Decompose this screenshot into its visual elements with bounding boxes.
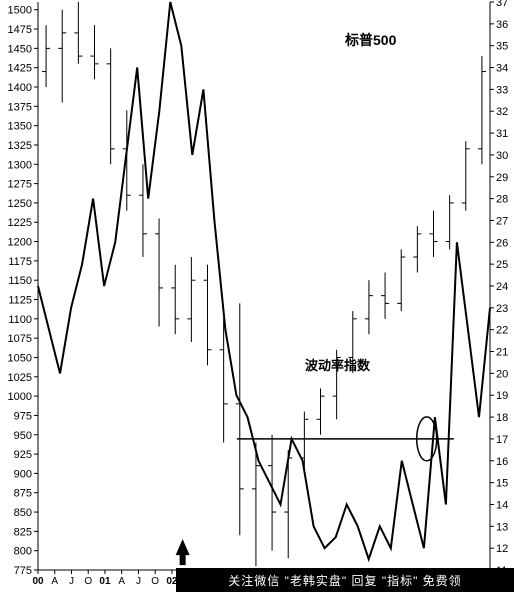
svg-text:1050: 1050: [8, 352, 32, 364]
svg-text:28: 28: [496, 194, 508, 206]
svg-text:00: 00: [32, 576, 44, 587]
svg-text:37: 37: [496, 0, 508, 9]
svg-text:01: 01: [99, 576, 111, 587]
svg-text:1000: 1000: [8, 391, 32, 403]
svg-text:29: 29: [496, 172, 508, 184]
svg-text:A: A: [51, 576, 58, 587]
svg-text:26: 26: [496, 237, 508, 249]
svg-text:36: 36: [496, 19, 508, 31]
svg-text:950: 950: [14, 430, 32, 442]
svg-text:1350: 1350: [8, 121, 32, 133]
svg-text:19: 19: [496, 390, 508, 402]
svg-text:875: 875: [14, 488, 32, 500]
svg-text:1200: 1200: [8, 237, 32, 249]
svg-text:775: 775: [14, 565, 32, 577]
svg-text:25: 25: [496, 259, 508, 271]
banner-text: 关注微信 "老韩实盘" 回复 "指标" 免费领: [228, 572, 461, 589]
svg-text:975: 975: [14, 410, 32, 422]
svg-text:1325: 1325: [8, 140, 32, 152]
svg-text:标普500: 标普500: [344, 32, 397, 48]
svg-text:A: A: [118, 576, 125, 587]
svg-text:J: J: [69, 576, 74, 587]
svg-text:1275: 1275: [8, 179, 32, 191]
svg-text:J: J: [136, 576, 141, 587]
svg-text:18: 18: [496, 412, 508, 424]
promo-banner: 关注微信 "老韩实盘" 回复 "指标" 免费领: [176, 568, 514, 592]
svg-text:33: 33: [496, 84, 508, 96]
svg-text:1500: 1500: [8, 5, 32, 17]
svg-text:1100: 1100: [8, 314, 32, 326]
svg-text:30: 30: [496, 150, 508, 162]
svg-text:24: 24: [496, 281, 508, 293]
svg-text:850: 850: [14, 507, 32, 519]
svg-text:1225: 1225: [8, 217, 32, 229]
svg-text:20: 20: [496, 368, 508, 380]
svg-text:925: 925: [14, 449, 32, 461]
svg-text:O: O: [84, 576, 92, 587]
svg-text:900: 900: [14, 468, 32, 480]
svg-text:800: 800: [14, 546, 32, 558]
svg-text:13: 13: [496, 521, 508, 533]
svg-text:12: 12: [496, 543, 508, 555]
svg-text:1375: 1375: [8, 101, 32, 113]
chart-svg: 775 800 825 850 875 900 925 950 975 1000 1025 1050 1…: [0, 0, 514, 606]
svg-text:1125: 1125: [8, 295, 32, 307]
svg-text:O: O: [151, 576, 159, 587]
svg-text:1250: 1250: [8, 198, 32, 210]
svg-text:23: 23: [496, 303, 508, 315]
svg-text:34: 34: [496, 63, 508, 75]
svg-text:31: 31: [496, 128, 508, 140]
svg-text:1425: 1425: [8, 63, 32, 75]
svg-text:1075: 1075: [8, 333, 32, 345]
svg-text:14: 14: [496, 499, 508, 511]
svg-text:825: 825: [14, 526, 32, 538]
chart-container: 775 800 825 850 875 900 925 950 975 1000 1025 1050 1…: [0, 0, 514, 606]
svg-text:16: 16: [496, 456, 508, 468]
svg-text:22: 22: [496, 325, 508, 337]
svg-text:1175: 1175: [8, 256, 32, 268]
svg-text:21: 21: [496, 347, 508, 359]
svg-text:1475: 1475: [8, 24, 32, 36]
svg-text:15: 15: [496, 478, 508, 490]
svg-text:1450: 1450: [8, 43, 32, 55]
svg-text:1300: 1300: [8, 159, 32, 171]
svg-text:波动率指数: 波动率指数: [305, 358, 371, 373]
svg-text:1150: 1150: [8, 275, 32, 287]
svg-text:1400: 1400: [8, 82, 32, 94]
svg-text:1025: 1025: [8, 372, 32, 384]
svg-text:17: 17: [496, 434, 508, 446]
svg-text:32: 32: [496, 106, 508, 118]
svg-text:35: 35: [496, 41, 508, 53]
svg-text:27: 27: [496, 215, 508, 227]
